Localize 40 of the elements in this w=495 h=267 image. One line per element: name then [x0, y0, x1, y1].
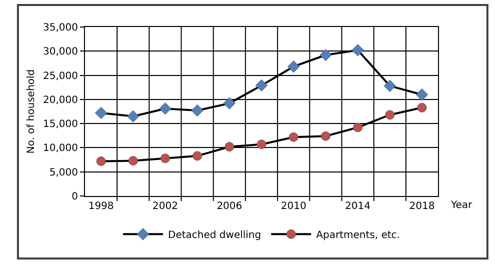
- point: [384, 80, 396, 92]
- x-tick-label: 1998: [88, 201, 114, 212]
- y-tick-label: 5,000: [49, 167, 78, 178]
- x-tick-label: 2006: [216, 201, 242, 212]
- point: [159, 102, 172, 115]
- point: [288, 132, 298, 142]
- point: [352, 44, 364, 56]
- point: [287, 60, 300, 73]
- y-tick-label: 25,000: [43, 70, 78, 82]
- y-tick-label: 20,000: [43, 94, 78, 106]
- x-tick-label: 2014: [345, 201, 370, 212]
- point: [192, 151, 202, 161]
- legend-label: Apartments, etc.: [316, 230, 400, 242]
- point: [417, 102, 427, 112]
- x-tick-label: 2010: [280, 201, 306, 212]
- y-tick-label: 0: [72, 192, 78, 202]
- point: [416, 88, 428, 101]
- point: [255, 79, 268, 92]
- x-tick-label: 2002: [152, 201, 178, 212]
- point: [353, 122, 363, 132]
- y-tick-label: 35,000: [43, 22, 78, 34]
- point: [223, 97, 236, 110]
- x-tick-label: 2018: [409, 201, 435, 212]
- x-axis-title: Year: [450, 200, 474, 211]
- point: [128, 156, 138, 166]
- y-tick-label: 30,000: [43, 46, 78, 58]
- y-tick-label: 15,000: [43, 119, 78, 130]
- point: [320, 131, 330, 141]
- y-axis-title: No. of household: [26, 69, 37, 154]
- point: [96, 156, 106, 166]
- y-tick-label: 10,000: [43, 143, 78, 154]
- point: [94, 106, 108, 120]
- point: [191, 104, 204, 117]
- legend-label: Detached dwelling: [168, 230, 262, 242]
- point: [127, 110, 140, 122]
- point: [320, 48, 332, 62]
- point: [256, 140, 266, 150]
- point: [224, 142, 234, 152]
- point: [160, 154, 170, 164]
- point: [385, 110, 395, 120]
